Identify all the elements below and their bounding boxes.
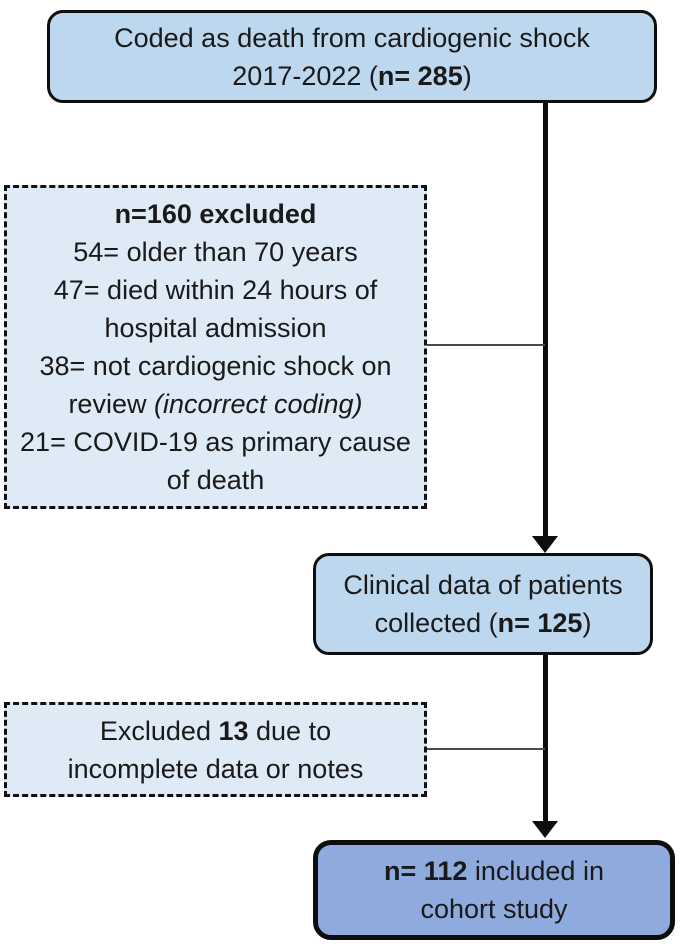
coded-deaths-line1: Coded as death from cardiogenic shock [64,19,640,57]
arrow-down-icon [532,821,558,838]
coded-deaths-line2: 2017-2022 (n= 285) [64,57,640,95]
coded-deaths-text: Coded as death from cardiogenic shock [114,22,590,53]
box-excluded-160: n=160 excluded 54= older than 70 years 4… [4,185,427,509]
arrow-line-1 [543,100,548,538]
clinical-data-n-value: n= 125 [497,608,583,638]
box-clinical-data: Clinical data of patients collected (n= … [313,553,653,655]
excluded-160-item-covid: 21= COVID-19 as primary cause of death [20,427,411,495]
clinical-data-line2: collected (n= 125) [326,604,640,642]
arrow-down-icon [532,536,558,553]
clinical-data-collected: collected ( [374,608,498,638]
excluded-160-item-died24h: 47= died within 24 hours of hospital adm… [53,275,378,343]
excluded-13-suffix: due to [248,715,332,746]
connector-line-2 [427,748,545,750]
coded-deaths-paren: ) [462,60,472,91]
excluded-13-prefix: Excluded [99,715,219,746]
box-cohort-included: n= 112 included in cohort study [313,840,675,940]
excluded-160-item-age: 54= older than 70 years [73,237,358,267]
cohort-line1: n= 112 included in [328,852,660,890]
clinical-data-line1: Clinical data of patients [343,570,623,600]
excluded-160-item-notcs-text: 38= not cardiogenic shock on review [39,351,392,419]
arrow-line-2 [543,652,548,822]
box-excluded-13: Excluded 13 due to incomplete data or no… [4,702,427,797]
excluded-160-title: n=160 excluded [114,199,317,229]
connector-line-1 [427,344,545,346]
coded-deaths-years: 2017-2022 ( [232,60,378,91]
box-coded-deaths: Coded as death from cardiogenic shock 20… [47,10,657,103]
excluded-13-line2: incomplete data or notes [67,753,364,784]
excluded-13-line1: Excluded 13 due to [18,712,413,750]
cohort-n-value: n= 112 [384,856,468,886]
cohort-included-text: included in [467,856,604,886]
excluded-160-item-notcs-note: (incorrect coding) [153,389,363,419]
coded-deaths-n-value: n= 285 [377,60,463,91]
clinical-data-paren: ) [582,608,592,638]
excluded-160-item-notcs: 38= not cardiogenic shock on review (inc… [18,347,413,423]
cohort-line2: cohort study [420,894,568,924]
excluded-13-n-value: 13 [218,715,249,746]
